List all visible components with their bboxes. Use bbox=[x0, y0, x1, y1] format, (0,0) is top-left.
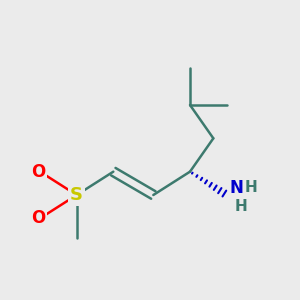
Text: H: H bbox=[245, 180, 258, 195]
Text: H: H bbox=[235, 199, 248, 214]
Text: O: O bbox=[31, 163, 46, 181]
Text: N: N bbox=[230, 179, 244, 197]
Text: O: O bbox=[31, 209, 46, 227]
Text: S: S bbox=[70, 186, 83, 204]
